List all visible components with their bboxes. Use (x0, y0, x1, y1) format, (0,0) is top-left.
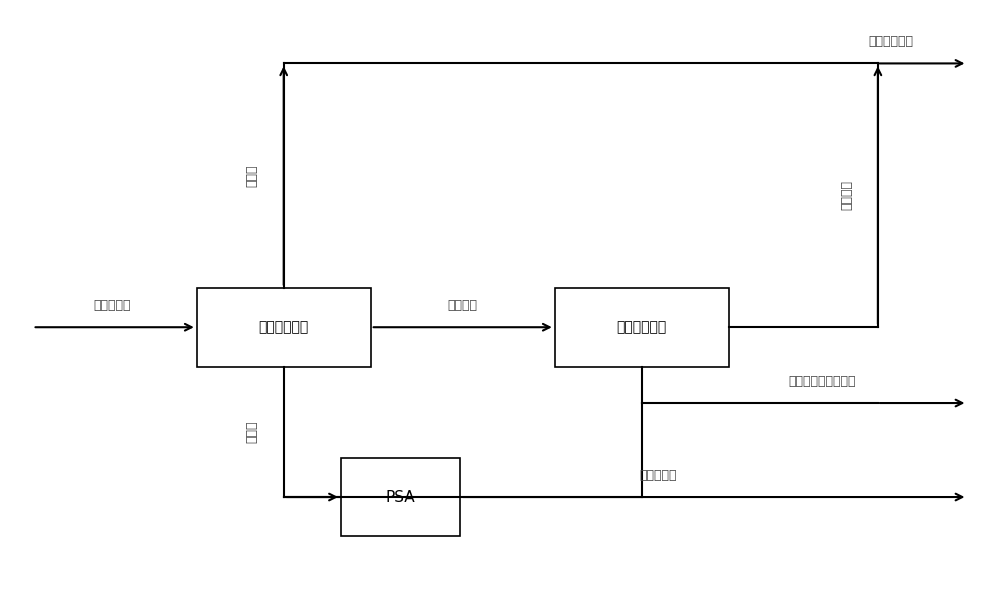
Text: 作全厂燃料气: 作全厂燃料气 (868, 35, 913, 48)
Text: 第一段膜分离: 第一段膜分离 (259, 320, 309, 334)
Bar (341, 458, 460, 537)
Text: 合成驰放气: 合成驰放气 (93, 299, 131, 312)
Text: 非渗透气: 非渗透气 (448, 299, 478, 312)
Text: 第二段膜分离: 第二段膜分离 (617, 320, 667, 334)
Text: 渗透气: 渗透气 (246, 420, 259, 443)
Text: 渗透气: 渗透气 (246, 165, 259, 187)
Text: 富氢气返回甲醇合成: 富氢气返回甲醇合成 (788, 375, 856, 388)
Bar (555, 288, 729, 367)
Text: 氢气出界区: 氢气出界区 (639, 469, 677, 482)
Text: 非渗透气: 非渗透气 (840, 181, 853, 211)
Text: PSA: PSA (386, 490, 415, 504)
Bar (197, 288, 371, 367)
